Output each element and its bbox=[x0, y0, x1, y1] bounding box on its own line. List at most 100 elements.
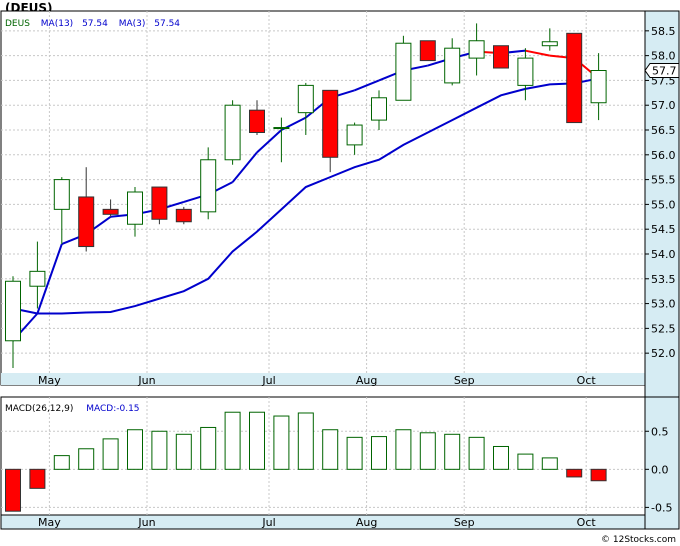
price-tick-label: 54.5 bbox=[651, 223, 676, 236]
candle bbox=[5, 276, 21, 369]
ma13-series bbox=[12, 77, 599, 315]
macd-bar bbox=[53, 455, 70, 470]
price-tick-label: 55.0 bbox=[651, 198, 676, 211]
candle-body-down bbox=[493, 45, 509, 69]
macd-legend-label: MACD(26,12,9) bbox=[5, 404, 73, 414]
candle bbox=[541, 28, 558, 51]
price-y-ticks: 52.0 52.5 53.0 53.5 54.0 54.5 55.0 55.5 56.0 56.5… bbox=[645, 25, 676, 360]
legend-ma13-value: 57.54 bbox=[82, 19, 108, 29]
macd-bar bbox=[371, 436, 387, 470]
macd-bar bbox=[5, 468, 21, 512]
macd-bar bbox=[322, 429, 339, 470]
candle-body-up bbox=[273, 127, 290, 130]
price-tick-label: 58.0 bbox=[651, 50, 676, 63]
candle bbox=[468, 23, 485, 76]
macd-bar bbox=[249, 411, 265, 470]
macd-month-labels: May Jun Jul Aug Sep Oct bbox=[38, 516, 596, 529]
candle-body-up bbox=[5, 280, 21, 342]
macd-panel: 0.5 0.0 -0.5 May Jun Jul Aug Sep Oct MACD(26,12… bbox=[0, 396, 680, 530]
candle-body-up bbox=[590, 70, 607, 104]
candle-body-down bbox=[102, 208, 119, 215]
candle bbox=[175, 206, 192, 225]
candle-body-down bbox=[419, 40, 436, 62]
macd-bar bbox=[29, 468, 46, 489]
price-date-axis bbox=[1, 373, 645, 385]
price-plot-area bbox=[0, 10, 646, 386]
candle-body-up bbox=[371, 97, 387, 121]
candle-body-down bbox=[78, 196, 95, 248]
candle-body-up bbox=[127, 191, 143, 225]
candle-body-up bbox=[395, 42, 412, 101]
macd-month-label: May bbox=[38, 516, 61, 529]
candle-body-up bbox=[200, 159, 217, 213]
candle bbox=[346, 122, 363, 155]
month-label: Sep bbox=[454, 374, 475, 387]
price-tick-label: 52.5 bbox=[651, 322, 676, 335]
price-tick-label: 54.0 bbox=[651, 248, 676, 261]
price-tick-label: 56.0 bbox=[651, 149, 676, 162]
candle bbox=[371, 90, 387, 131]
price-tick-label: 57.0 bbox=[651, 99, 676, 112]
candle bbox=[273, 117, 290, 163]
candle bbox=[224, 100, 241, 165]
candle-body-up bbox=[346, 124, 363, 146]
macd-bar bbox=[273, 415, 290, 470]
ma3-segment bbox=[256, 129, 283, 154]
ma13-line bbox=[12, 77, 599, 315]
candle bbox=[566, 32, 583, 124]
macd-bar bbox=[493, 445, 509, 470]
macd-bar bbox=[395, 429, 412, 470]
macd-bar bbox=[151, 430, 168, 470]
candle-body-down bbox=[151, 186, 168, 220]
candle-body-down bbox=[322, 89, 339, 158]
last-price-marker: 57.7 bbox=[644, 63, 680, 79]
candle-body-down bbox=[566, 32, 583, 124]
macd-tick-label: 0.5 bbox=[651, 425, 669, 438]
price-tick-label: 58.5 bbox=[651, 25, 676, 38]
candle bbox=[249, 100, 265, 135]
candle-body-up bbox=[517, 57, 534, 86]
macd-bar bbox=[517, 453, 534, 470]
month-label: May bbox=[38, 374, 61, 387]
price-panel: May Jun Jul Aug Sep Oct 52.052.553.053.554.05… bbox=[0, 10, 680, 398]
macd-legend-value: MACD:-0.15 bbox=[86, 404, 139, 414]
macd-month-label: Aug bbox=[356, 516, 377, 529]
last-price-label: 57.7 bbox=[652, 65, 677, 78]
price-month-labels: May Jun Jul Aug Sep Oct bbox=[38, 374, 596, 387]
price-tick-label: 55.5 bbox=[651, 174, 676, 187]
candle bbox=[151, 186, 168, 225]
ma3-segment bbox=[36, 243, 63, 314]
credit-text: © 12Stocks.com bbox=[601, 535, 676, 545]
candle-body-up bbox=[224, 104, 241, 161]
candle-body-up bbox=[297, 84, 314, 114]
macd-bar bbox=[541, 457, 558, 470]
macd-bar bbox=[127, 429, 143, 470]
macd-bar bbox=[175, 433, 192, 470]
macd-date-axis bbox=[0, 514, 646, 530]
candle bbox=[127, 187, 143, 237]
candle bbox=[102, 199, 119, 217]
macd-bar bbox=[200, 426, 217, 470]
macd-bar bbox=[297, 412, 314, 470]
candle-body-down bbox=[175, 208, 192, 223]
macd-bar bbox=[102, 438, 119, 470]
candle bbox=[517, 48, 534, 101]
macd-bar bbox=[78, 448, 95, 470]
macd-y-ticks: 0.5 0.0 -0.5 bbox=[645, 425, 672, 514]
macd-bar bbox=[444, 433, 461, 470]
ma3-segment bbox=[354, 79, 380, 92]
last-price-arrow-icon bbox=[644, 63, 680, 79]
month-label: Jun bbox=[137, 374, 155, 387]
macd-bar bbox=[224, 411, 241, 470]
price-legend: DEUS MA(13) 57.54 MA(3) 57.54 bbox=[5, 19, 180, 29]
candle bbox=[444, 38, 461, 86]
ma3-segment bbox=[231, 151, 258, 183]
month-label: Aug bbox=[356, 374, 377, 387]
candle-body-up bbox=[541, 41, 558, 47]
legend-ma3-value: 57.54 bbox=[154, 19, 180, 29]
candle-body-up bbox=[53, 179, 70, 210]
ma3-segment bbox=[525, 49, 550, 57]
legend-ma3-label: MA(3) bbox=[119, 19, 146, 29]
macd-month-label: Jul bbox=[261, 516, 275, 529]
price-tick-label: 53.5 bbox=[651, 273, 676, 286]
